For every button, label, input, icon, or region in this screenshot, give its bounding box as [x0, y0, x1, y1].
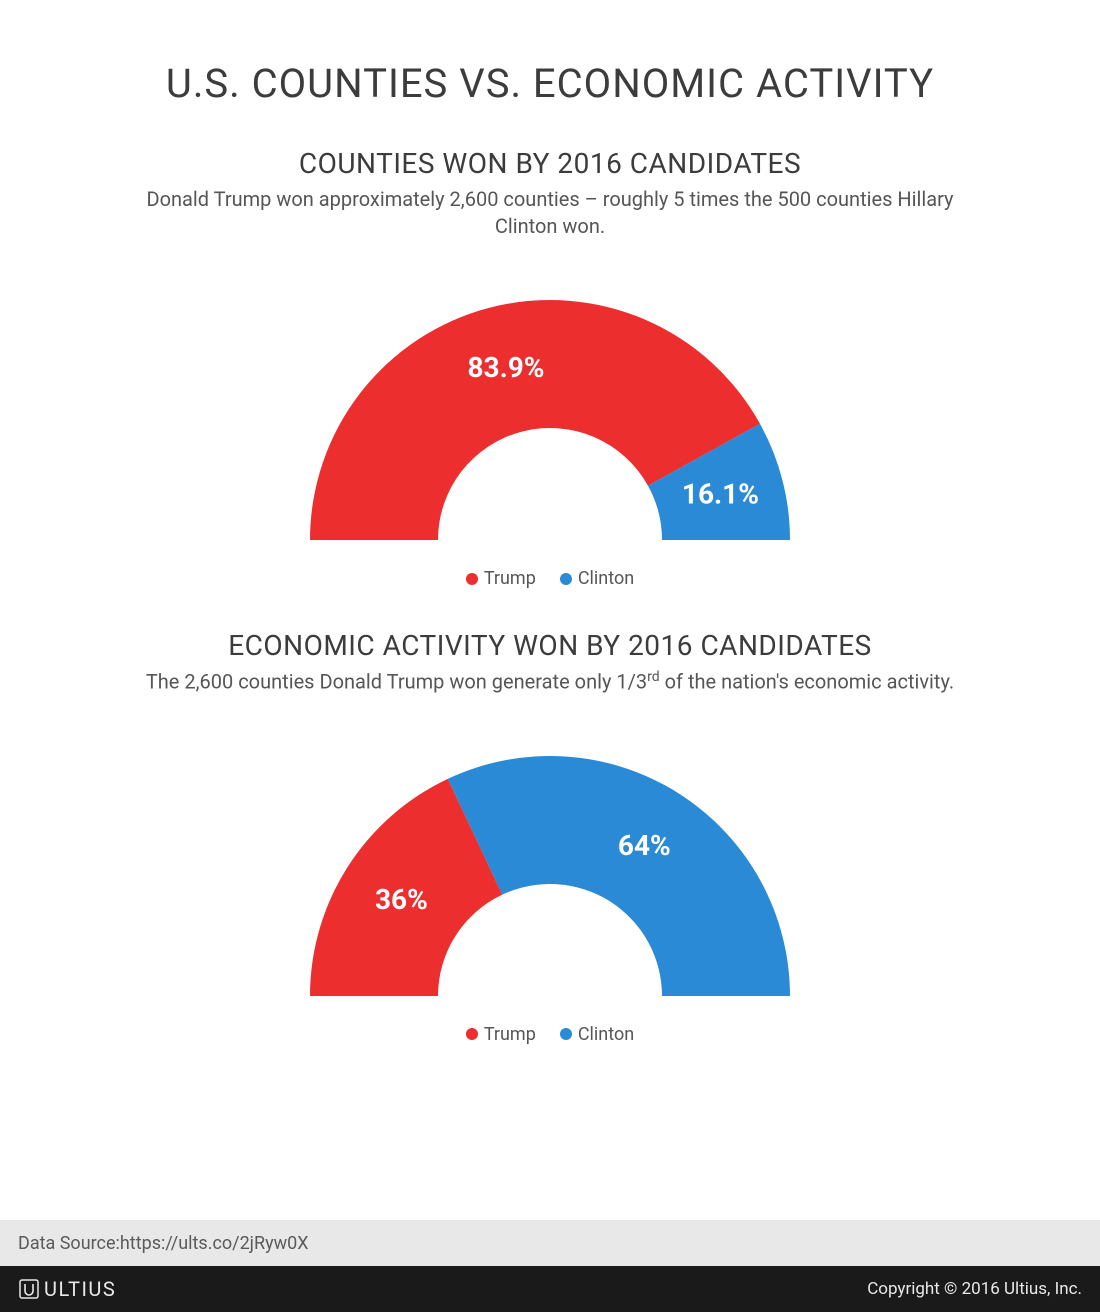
legend-item-trump: Trump [466, 1024, 536, 1045]
legend-dot-trump [466, 1028, 478, 1040]
chart-section-counties: COUNTIES WON BY 2016 CANDIDATES Donald T… [0, 137, 1100, 619]
slice-label-clinton: 16.1% [682, 477, 759, 510]
legend-counties: Trump Clinton [60, 568, 1040, 589]
brand-logo-icon [18, 1278, 40, 1300]
legend-dot-trump [466, 573, 478, 585]
footer: ULTIUS Copyright © 2016 Ultius, Inc. [0, 1266, 1100, 1312]
legend-label-trump: Trump [484, 1024, 536, 1045]
legend-label-clinton: Clinton [578, 1024, 634, 1045]
legend-label-trump: Trump [484, 568, 536, 589]
legend-item-clinton: Clinton [560, 1024, 634, 1045]
legend-economic: Trump Clinton [60, 1024, 1040, 1045]
chart-title-counties: COUNTIES WON BY 2016 CANDIDATES [60, 147, 1040, 180]
data-source-prefix: Data Source: [18, 1233, 120, 1254]
data-source-bar: Data Source: https://ults.co/2jRyw0X [0, 1220, 1100, 1266]
slice-label-trump: 36% [375, 883, 428, 916]
slice-label-trump: 83.9% [467, 351, 544, 384]
chart-desc-counties: Donald Trump won approximately 2,600 cou… [140, 186, 960, 240]
legend-item-clinton: Clinton [560, 568, 634, 589]
chart-title-economic: ECONOMIC ACTIVITY WON BY 2016 CANDIDATES [60, 629, 1040, 662]
copyright: Copyright © 2016 Ultius, Inc. [867, 1279, 1082, 1299]
slice-clinton [448, 756, 790, 996]
legend-dot-clinton [560, 573, 572, 585]
brand-name: ULTIUS [44, 1277, 116, 1301]
legend-dot-clinton [560, 1028, 572, 1040]
chart-section-economic: ECONOMIC ACTIVITY WON BY 2016 CANDIDATES… [0, 619, 1100, 1075]
chart-counties: 83.9% 16.1% [60, 260, 1040, 560]
brand-logo: ULTIUS [18, 1277, 116, 1301]
legend-label-clinton: Clinton [578, 568, 634, 589]
chart-economic: 36% 64% [60, 716, 1040, 1016]
legend-item-trump: Trump [466, 568, 536, 589]
page-title: U.S. COUNTIES VS. ECONOMIC ACTIVITY [0, 0, 1100, 137]
chart-desc-economic: The 2,600 counties Donald Trump won gene… [140, 668, 960, 696]
data-source-url: https://ults.co/2jRyw0X [120, 1233, 309, 1254]
slice-label-clinton: 64% [618, 828, 671, 861]
